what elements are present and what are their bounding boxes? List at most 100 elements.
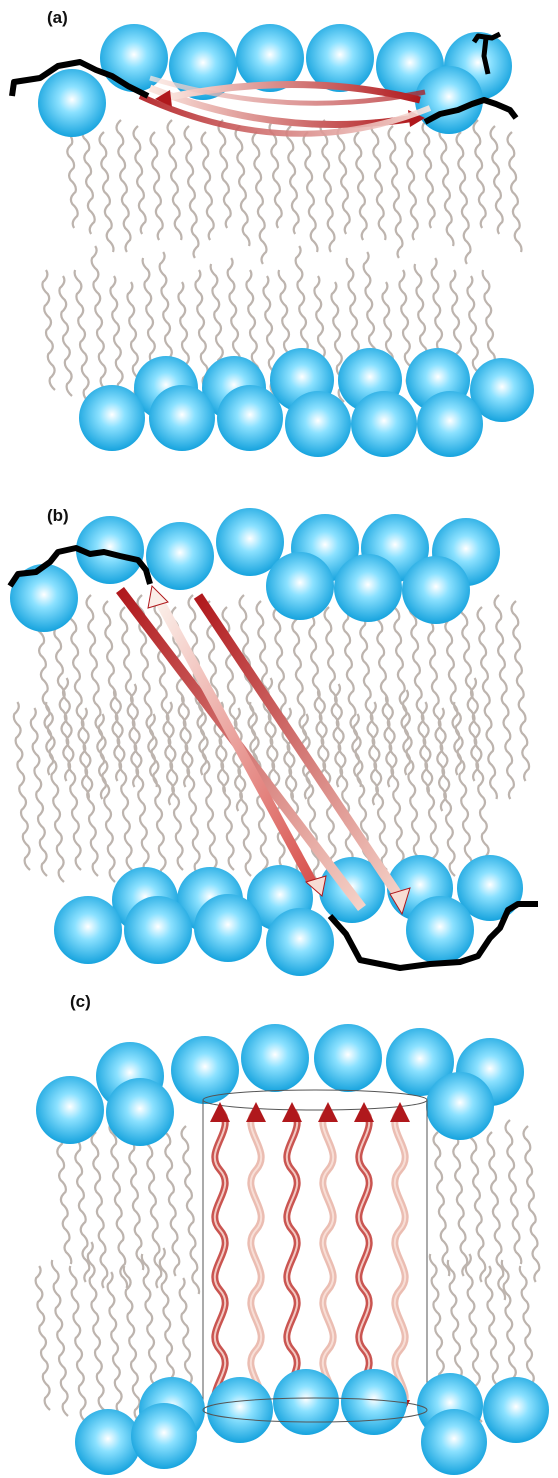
lipid-tail [12,701,31,871]
lipid-head [124,896,192,964]
lipid-tail [180,1125,201,1295]
helix-highlight [357,1109,371,1411]
lipid-tail [425,606,447,812]
helix-highlight [213,1109,227,1411]
lipid-head [131,1403,197,1469]
lipid-head [426,1072,494,1140]
lipid-tail [272,606,294,800]
lipid-tail [384,695,405,877]
lipid-tail [61,677,82,871]
lipid-head [351,391,417,457]
lipid-tail [302,131,319,253]
helix-highlight [393,1109,407,1411]
lipid-heads-upper-leaflet [10,508,500,632]
lipid-tail [80,707,99,877]
lipid-tail [162,1119,181,1277]
lipid-heads-lower-leaflet [75,1369,549,1475]
lipid-head [285,391,351,457]
lipid-head [75,1409,141,1475]
lipid-tail [387,125,404,259]
arrow-head-down-2 [304,875,327,897]
lipid-tail [217,119,232,229]
lipid-head [483,1377,549,1443]
lipid-tail [112,689,133,871]
lipid-head [402,556,470,624]
lipid-head [100,24,168,92]
lipid-tail [64,119,79,229]
toroidal-arrows [116,584,411,916]
lipid-tails-upper-leaflet [54,1119,541,1301]
arrow-head-2 [155,90,172,107]
lipid-head [386,1028,454,1096]
lipid-tail [489,125,504,235]
lipid-tail [459,600,480,782]
lipid-tail [506,131,523,253]
lipid-tail [268,119,283,229]
helix-arrowhead-top [354,1102,374,1122]
lipid-head [314,1024,382,1092]
lipid-tail [438,125,455,247]
lipid-tail [90,1131,109,1289]
lipid-head [79,385,145,451]
lipid-tail [34,1265,51,1411]
lipid-head [106,1078,174,1146]
helix-highlight [321,1109,335,1411]
lipid-tail [401,689,422,883]
lipid-heads-lower-leaflet [79,348,534,457]
lipid-tail [301,713,320,883]
lipid-heads-upper-leaflet [38,24,512,137]
arrow-transmembrane-2 [193,593,405,901]
lipid-head [216,508,284,576]
pore-cylinder [202,1089,428,1410]
lipid-head [169,32,237,100]
lipid-head [273,1369,339,1435]
lipid-tail [98,131,115,253]
lipid-tail [108,1119,129,1289]
lipid-tail [421,119,436,229]
panel-label-a: (a) [47,8,68,27]
lipid-tail [469,677,490,871]
lipid-head [217,385,283,451]
lipid-head [207,1377,273,1443]
lipid-tail [432,1131,451,1277]
lipid-heads-upper-leaflet [36,1024,524,1146]
lipid-tail [370,119,387,241]
panel-a-diagram [9,24,534,457]
lipid-tail [510,600,531,782]
helix-highlight [285,1109,299,1411]
lipid-tail [29,707,48,877]
lipid-head [38,69,106,137]
lipid-tail [81,125,96,235]
lipid-tail [251,131,268,265]
lipid-head [171,1036,239,1104]
lipid-tail [85,594,107,800]
lipid-tail [285,125,300,235]
lipid-head [334,554,402,622]
lipid-head [241,1024,309,1092]
lipid-tail [442,594,463,776]
carpet-arrows [138,75,432,137]
lipid-tail [102,600,123,782]
lipid-head [415,66,483,134]
lipid-tail [106,1271,123,1417]
lipid-tail [183,125,200,259]
lipid-tail [455,131,472,265]
lipid-tail [493,594,515,800]
lipid-tail [180,695,201,877]
lipid-tail [86,1241,105,1411]
lipid-tail [148,713,167,883]
panel-label-c: (c) [70,992,91,1011]
lipid-tail [132,125,147,235]
arrow-carpet-4 [149,75,426,106]
lipid-tail [437,707,456,877]
lipid-tail [129,683,150,877]
peptide-chain-left [9,59,150,99]
peptide-chain-top [7,545,153,588]
panel-b: (b) [0,490,558,990]
panel-c: (c) [0,990,558,1478]
panel-a: (a) [0,0,558,470]
lipid-head [76,516,144,584]
lipid-tail [316,689,337,871]
lipid-tail [234,125,251,247]
lipid-tail [197,689,218,883]
